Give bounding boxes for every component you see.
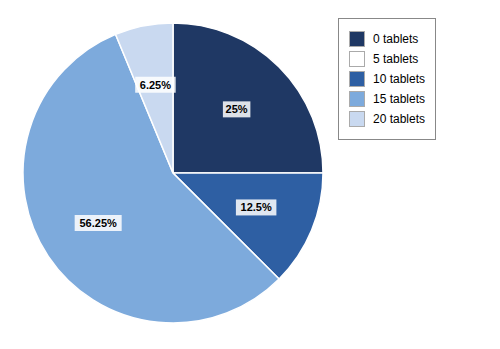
html-text:15 tablets: 15 tablets	[373, 92, 425, 106]
svg-text:6.25%: 6.25%	[140, 79, 171, 91]
html-text:5 tablets: 5 tablets	[373, 52, 419, 66]
html-text:0 tablets: 0 tablets	[373, 32, 419, 46]
html-text:20 tablets: 20 tablets	[373, 112, 425, 126]
svg-text:56.25%: 56.25%	[80, 217, 118, 229]
html-text:10 tablets: 10 tablets	[373, 72, 425, 86]
svg-text:25%: 25%	[226, 103, 248, 115]
svg-text:12.5%: 12.5%	[241, 201, 272, 213]
